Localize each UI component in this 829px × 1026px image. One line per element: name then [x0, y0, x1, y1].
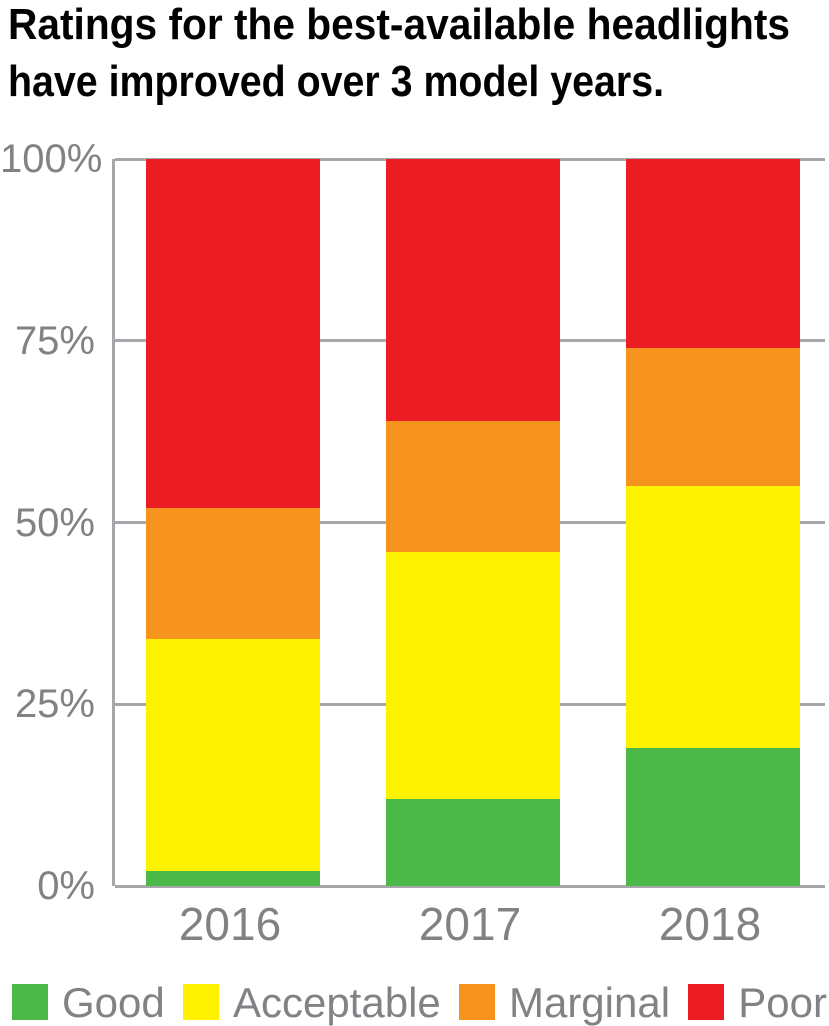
gridline-100 [115, 157, 825, 161]
legend-swatch-good [12, 984, 48, 1020]
x-tick-label-2018: 2018 [658, 898, 762, 950]
y-tick-label-100: 100% [0, 137, 103, 181]
legend-item-good: Good [12, 981, 165, 1025]
legend-label-marginal: Marginal [508, 979, 671, 1026]
bar-2018-segment-acceptable [626, 486, 800, 748]
legend-label-acceptable: Acceptable [232, 979, 441, 1026]
chart-title: Ratings for the best-available headlight… [8, 0, 790, 106]
y-tick-label-25: 25% [14, 682, 95, 727]
legend-label-poor: Poor [738, 979, 827, 1026]
bar-2016 [146, 159, 320, 886]
chart-title-line1: Ratings for the best-available headlight… [8, 0, 790, 49]
legend-swatch-poor [688, 984, 725, 1020]
legend-item-marginal: Marginal [458, 979, 671, 1026]
bar-2016-segment-poor [146, 159, 320, 508]
legend-item-poor: Poor [688, 981, 827, 1025]
bar-2017-segment-good [386, 798, 560, 886]
bar-2016-segment-good [146, 871, 320, 886]
bar-2016-segment-marginal [146, 507, 320, 639]
legend-label-good: Good [62, 979, 165, 1026]
bar-2017-segment-acceptable [386, 551, 560, 799]
legend-swatch-marginal [458, 984, 495, 1020]
legend-item-acceptable: Acceptable [182, 979, 441, 1026]
bar-2017 [386, 159, 560, 886]
bar-2017-segment-poor [386, 159, 560, 421]
bar-2018-segment-poor [626, 159, 800, 349]
y-tick-label-0: 0% [37, 864, 95, 908]
bar-2018-segment-marginal [626, 348, 800, 487]
x-tick-label-2016: 2016 [178, 898, 282, 950]
y-tick-label-75: 75% [14, 318, 95, 363]
gridline-0 [115, 884, 825, 888]
chart-title-line2: have improved over 3 model years. [8, 57, 664, 106]
y-tick-label-50: 50% [14, 500, 95, 545]
legend-swatch-acceptable [182, 984, 219, 1020]
x-tick-label-2017: 2017 [418, 898, 522, 950]
bar-2018-segment-good [626, 747, 800, 886]
bar-2016-segment-acceptable [146, 638, 320, 872]
bar-2018 [626, 159, 800, 886]
plot-area [112, 157, 825, 888]
x-axis-labels: 2016 2017 2018 [112, 898, 822, 954]
y-axis-labels: 0% 25% 50% 75% 100% [0, 137, 102, 908]
legend: Good Acceptable Marginal Poor [12, 979, 829, 1026]
bar-2017-segment-marginal [386, 420, 560, 552]
